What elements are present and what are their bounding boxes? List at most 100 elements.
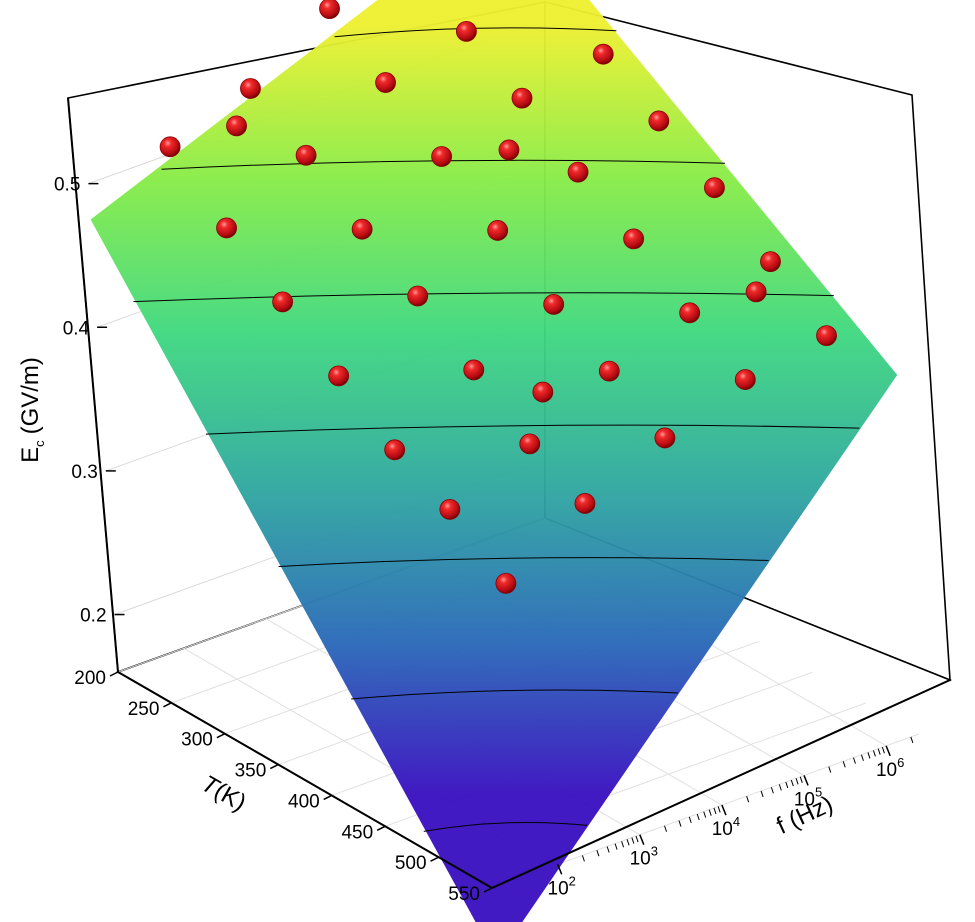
f-minor-tick	[614, 843, 618, 850]
data-point	[816, 325, 837, 347]
f-minor-tick	[785, 781, 789, 789]
data-point	[295, 144, 317, 166]
data-point	[407, 285, 429, 307]
t-tick-label: 500	[395, 853, 427, 874]
data-point	[495, 572, 517, 594]
t-axis-line	[117, 671, 493, 889]
f-tick	[721, 804, 727, 816]
t-tick-label: 300	[181, 730, 213, 751]
t-tick-label: 450	[341, 822, 373, 843]
data-point	[745, 281, 767, 303]
f-minor-tick	[860, 754, 864, 761]
t-tick-label: 550	[448, 884, 480, 905]
z-tick-label: 0.2	[80, 606, 106, 627]
f-tick	[803, 775, 809, 786]
f-minor-tick	[606, 846, 610, 853]
z-tick-label: 0.4	[63, 318, 90, 339]
data-point	[431, 146, 453, 167]
data-point	[439, 498, 461, 520]
data-point	[240, 78, 261, 99]
data-point	[592, 43, 614, 65]
f-tick-label: 106	[876, 755, 904, 781]
z-tick-label: 0.3	[71, 462, 97, 483]
t-tick	[269, 763, 279, 770]
data-point	[760, 251, 781, 273]
contour-line	[205, 424, 860, 435]
data-point	[704, 177, 725, 199]
data-point	[654, 427, 676, 449]
data-point	[532, 381, 554, 403]
f-minor-tick	[795, 778, 799, 785]
f-minor-tick	[828, 766, 832, 773]
f-minor-tick	[790, 779, 794, 787]
t-tick	[376, 825, 386, 831]
f-minor-tick	[910, 736, 914, 744]
t-tick	[109, 671, 119, 677]
contour-line	[278, 557, 769, 568]
ticks: 0.2 0.3 0.4 0.5 200 250 300 350 400 450 500 550 102 1…	[54, 175, 914, 905]
t-tick	[323, 794, 333, 801]
t-tick-label: 350	[235, 761, 267, 782]
f-minor-tick	[581, 855, 585, 862]
f-tick	[639, 834, 645, 845]
f-minor-tick	[664, 825, 668, 832]
data-point	[498, 139, 520, 161]
f-minor-tick	[678, 820, 682, 827]
data-points	[159, 0, 837, 594]
f-minor-tick	[708, 809, 712, 816]
f-tick-label: 102	[548, 873, 576, 899]
t-tick	[216, 733, 226, 739]
data-point	[543, 293, 565, 315]
f-minor-tick	[635, 835, 639, 843]
data-point	[567, 161, 589, 183]
contour-line	[423, 821, 588, 832]
data-point	[159, 136, 181, 158]
f-minor-tick	[688, 816, 692, 824]
f-minor-tick	[696, 813, 700, 821]
t-tick-label: 250	[128, 699, 160, 720]
f-minor-tick	[799, 776, 803, 783]
f-minor-tick	[842, 761, 846, 768]
f-minor-tick	[770, 787, 774, 794]
axes	[67, 97, 951, 889]
data-point	[216, 217, 237, 239]
z-axis-line	[67, 97, 119, 673]
data-point	[463, 359, 485, 381]
f-minor-tick	[867, 752, 871, 759]
data-point	[384, 439, 406, 461]
t-tick	[483, 887, 493, 893]
f-minor-tick	[703, 811, 707, 818]
f-minor-tick	[717, 806, 721, 813]
data-point	[455, 20, 477, 42]
f-tick	[556, 864, 563, 875]
f-minor-tick	[746, 796, 750, 803]
f-tick	[885, 745, 891, 757]
data-point	[328, 365, 350, 387]
surface-plane	[90, 0, 898, 922]
contour-line	[133, 292, 834, 303]
data-point	[226, 115, 247, 137]
z-tick-label: 0.5	[54, 175, 80, 196]
data-point	[734, 369, 756, 390]
f-minor-tick	[713, 807, 717, 815]
data-point	[648, 110, 670, 132]
data-point	[598, 360, 620, 382]
f-minor-tick	[596, 850, 600, 857]
surface	[90, 0, 898, 922]
t-tick	[430, 856, 439, 862]
data-point	[487, 220, 509, 241]
f-tick-label: 104	[712, 814, 740, 840]
data-point	[623, 228, 645, 250]
f-minor-tick	[760, 790, 764, 798]
f-minor-tick	[853, 757, 856, 764]
f-minor-tick	[778, 784, 782, 791]
data-point	[511, 87, 533, 109]
f-minor-tick	[877, 748, 881, 755]
f-minor-tick	[621, 841, 625, 848]
contour-line	[351, 689, 678, 700]
f-axis-line	[491, 679, 951, 889]
data-point	[519, 433, 541, 455]
f-minor-tick	[881, 747, 885, 754]
data-point	[319, 0, 340, 19]
t-tick-label: 200	[74, 668, 106, 689]
